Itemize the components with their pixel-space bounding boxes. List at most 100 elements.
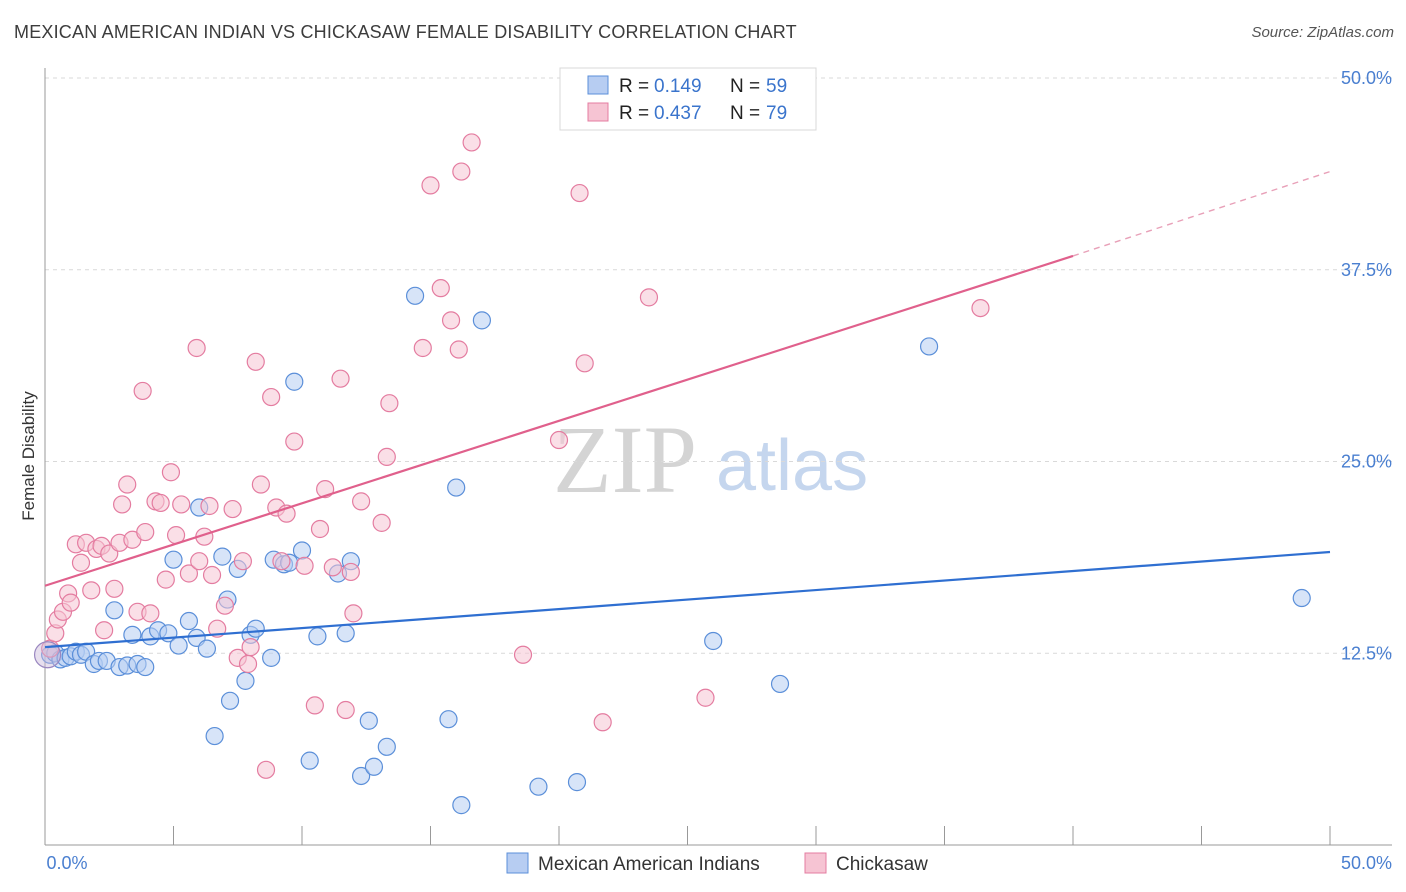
stats-legend: R = 0.149 N = 59 R = 0.437 N = 79 — [559, 67, 817, 131]
point-chickasaw — [352, 492, 371, 511]
trend-lines — [44, 170, 1331, 649]
point-chickasaw — [431, 279, 450, 298]
point-chickasaw — [372, 513, 391, 532]
point-chickasaw — [187, 338, 206, 358]
point-mexican-american-indians — [364, 757, 384, 776]
point-mexican-american-indians — [292, 541, 312, 560]
legend-n-label-1: N = — [730, 76, 760, 97]
point-chickasaw — [575, 354, 594, 373]
point-chickasaw — [285, 432, 304, 451]
point-mexican-american-indians — [1292, 588, 1311, 608]
point-mexican-american-indians — [136, 657, 155, 677]
point-chickasaw — [82, 581, 101, 600]
point-chickasaw — [593, 713, 612, 732]
point-chickasaw — [310, 519, 330, 539]
point-chickasaw — [513, 645, 533, 664]
legend-swatch-mexican-american-indians — [587, 75, 609, 95]
legend-r-value-2: 0.437 — [654, 103, 702, 124]
point-chickasaw — [172, 495, 191, 514]
chart-title: MEXICAN AMERICAN INDIAN VS CHICKASAW FEM… — [14, 22, 797, 42]
point-mexican-american-indians — [123, 625, 142, 644]
y-tick-label: 37.5% — [1341, 260, 1392, 280]
point-chickasaw — [256, 760, 276, 779]
point-chickasaw — [971, 299, 990, 318]
point-mexican-american-indians — [439, 710, 458, 729]
bottom-legend-label-mexican-american-indians: Mexican American Indians — [538, 854, 760, 875]
point-chickasaw — [200, 496, 219, 516]
point-chickasaw — [272, 552, 291, 571]
point-chickasaw — [202, 565, 222, 585]
point-chickasaw — [223, 499, 242, 519]
trend-line-chickasaw-projection — [1072, 170, 1331, 257]
point-chickasaw — [316, 480, 335, 499]
point-mexican-american-indians — [262, 648, 281, 667]
point-mexican-american-indians — [300, 751, 319, 770]
point-cluster-origin — [33, 641, 62, 669]
legend-n-value-2: 79 — [766, 103, 787, 124]
point-chickasaw — [136, 522, 155, 542]
point-mexican-american-indians — [359, 711, 378, 730]
point-chickasaw — [295, 556, 314, 575]
point-chickasaw — [238, 654, 258, 674]
point-chickasaw — [156, 570, 175, 589]
point-chickasaw — [233, 552, 252, 571]
point-chickasaw — [118, 475, 137, 494]
x-tick-label-max: 50.0% — [1341, 853, 1392, 873]
trend-line-chickasaw — [44, 254, 1074, 587]
point-chickasaw — [141, 604, 160, 623]
legend-r-value-1: 0.149 — [654, 76, 702, 97]
watermark-atlas: atlas — [716, 426, 868, 506]
chart-source: Source: ZipAtlas.com — [1251, 24, 1394, 41]
point-mexican-american-indians — [213, 547, 232, 566]
point-chickasaw — [179, 564, 199, 583]
data-points — [33, 133, 1311, 815]
point-chickasaw — [262, 387, 281, 407]
point-mexican-american-indians — [308, 627, 327, 646]
point-mexican-american-indians — [220, 691, 240, 710]
axes — [44, 68, 1392, 846]
legend-n-label-2: N = — [730, 103, 760, 124]
x-ticks — [173, 826, 1331, 845]
point-mexican-american-indians — [236, 671, 255, 690]
legend-r-label-1: R = — [619, 76, 649, 97]
point-chickasaw — [344, 604, 363, 623]
watermark-zip: ZIP — [553, 406, 697, 513]
y-tick-label: 12.5% — [1341, 643, 1392, 663]
point-chickasaw — [71, 553, 91, 572]
point-mexican-american-indians — [205, 726, 224, 746]
trend-line-mexican-american-indians — [44, 550, 1331, 649]
point-mexican-american-indians — [452, 796, 471, 815]
point-chickasaw — [190, 552, 209, 571]
point-chickasaw — [323, 558, 342, 577]
point-chickasaw — [639, 288, 659, 307]
bottom-legend-swatch-mexican-american-indians — [506, 852, 529, 874]
bottom-legend-swatch-chickasaw — [804, 852, 827, 874]
point-mexican-american-indians — [567, 773, 587, 792]
point-mexican-american-indians — [197, 639, 217, 658]
point-chickasaw — [462, 133, 481, 152]
point-mexican-american-indians — [352, 766, 371, 786]
point-chickasaw — [421, 176, 440, 195]
point-mexican-american-indians — [472, 311, 491, 330]
point-mexican-american-indians — [164, 550, 183, 569]
point-chickasaw — [305, 696, 324, 715]
legend-r-label-2: R = — [619, 103, 649, 124]
y-axis-title: Female Disability — [19, 391, 38, 521]
legend-swatch-chickasaw — [587, 102, 609, 122]
point-chickasaw — [112, 495, 132, 514]
bottom-legend-label-chickasaw: Chickasaw — [836, 854, 928, 875]
point-chickasaw — [441, 311, 461, 330]
point-mexican-american-indians — [246, 619, 265, 638]
point-chickasaw — [341, 562, 360, 582]
point-chickasaw — [380, 394, 399, 413]
legend-n-value-1: 59 — [766, 76, 787, 97]
point-mexican-american-indians — [704, 631, 723, 651]
point-chickasaw — [61, 593, 80, 612]
point-chickasaw — [95, 621, 114, 640]
point-mexican-american-indians — [336, 624, 355, 643]
x-tick-label-min: 0.0% — [46, 853, 87, 873]
point-mexican-american-indians — [405, 286, 425, 305]
point-chickasaw — [449, 340, 468, 359]
point-mexican-american-indians — [770, 674, 790, 694]
